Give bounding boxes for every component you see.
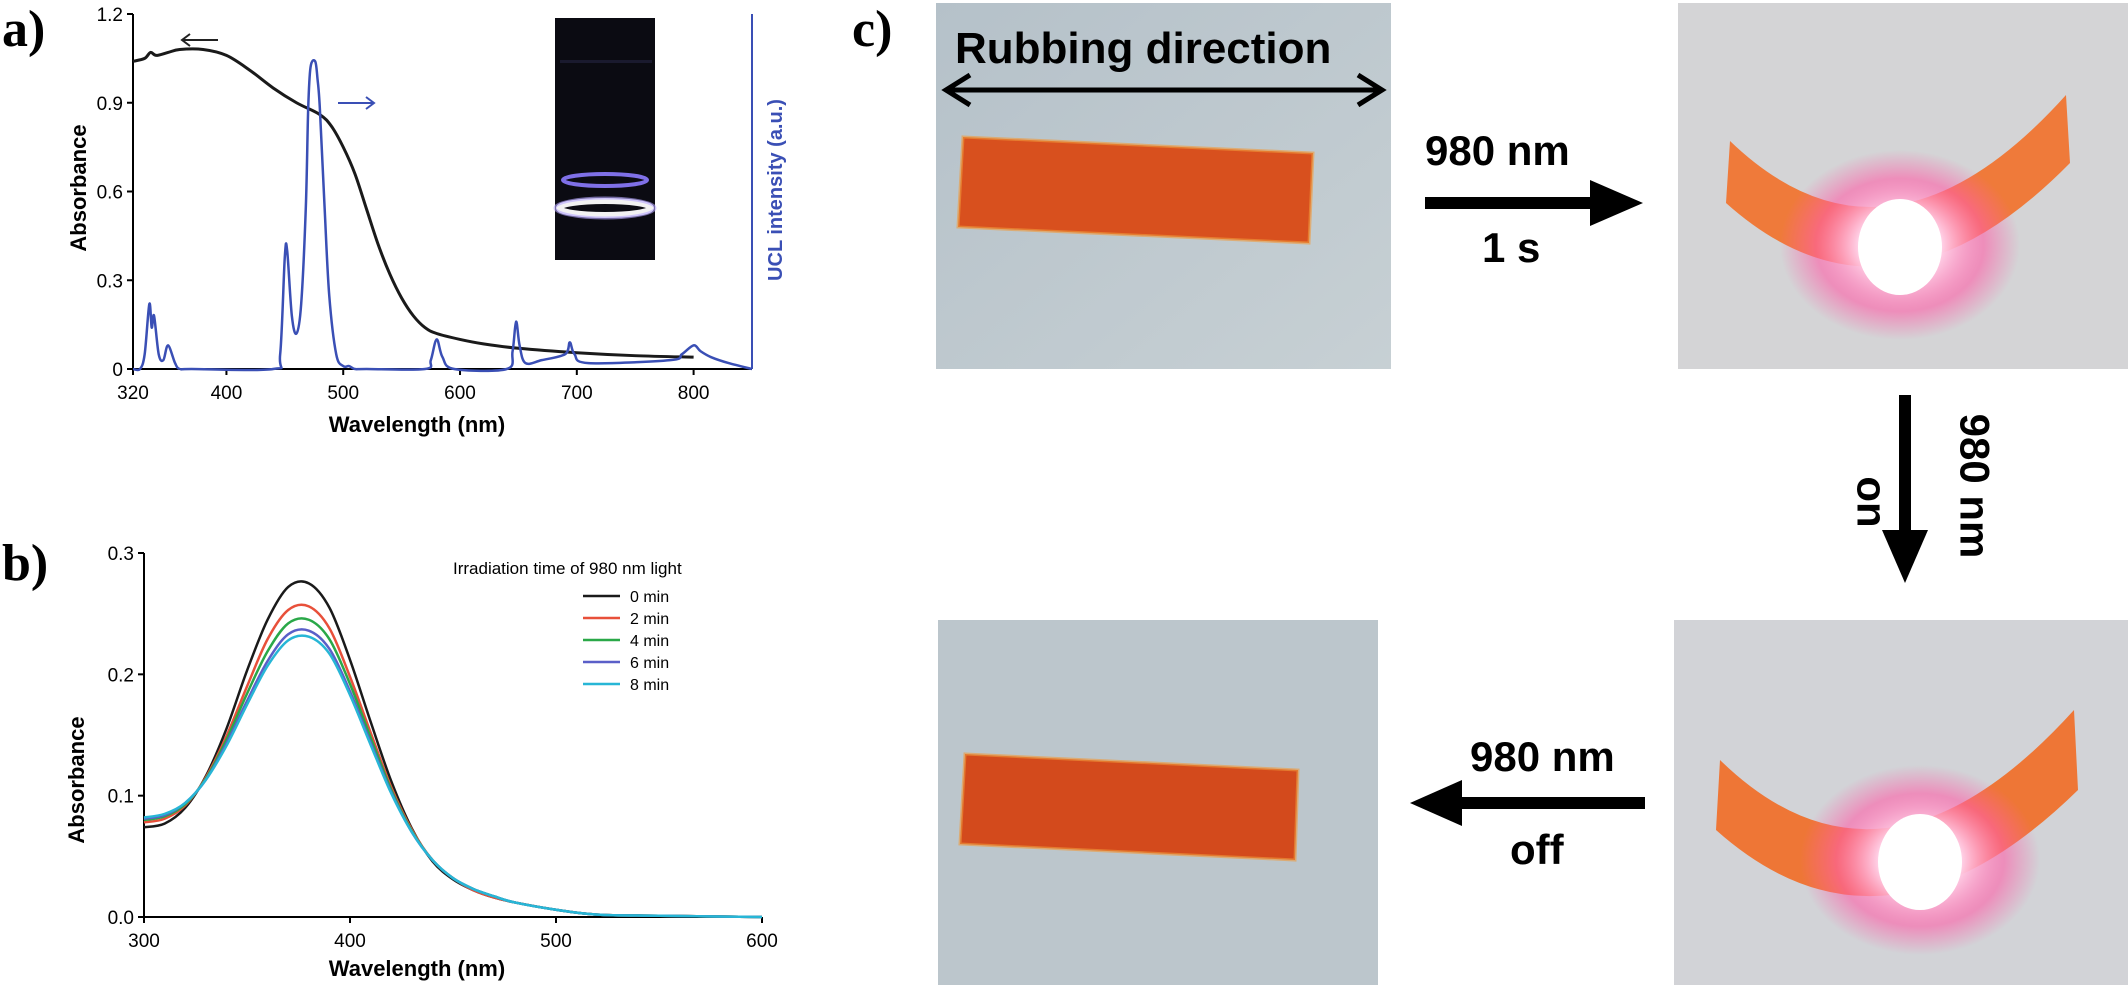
cuvette-inset bbox=[553, 18, 657, 260]
a-x-tick-label: 600 bbox=[444, 383, 476, 404]
arrow2-right-label: 980 nm bbox=[1951, 413, 1999, 559]
double-arrow bbox=[941, 72, 1387, 108]
left-arrow-indicator bbox=[180, 33, 218, 47]
a-y-tick-label: 0.6 bbox=[97, 183, 123, 204]
b-x-tick-label: 600 bbox=[746, 931, 778, 952]
chart-b: 300 400 500 600 0.0 0.1 0.2 0.3 Wavelength (nm)… bbox=[64, 544, 778, 981]
a-xlabel: Wavelength (nm) bbox=[329, 412, 505, 437]
panel-label-c: c) bbox=[852, 1, 893, 58]
a-y-tick-label: 1.2 bbox=[97, 5, 123, 26]
arrow1-bottom-label: 1 s bbox=[1482, 224, 1541, 271]
b-y-tick-label: 0.1 bbox=[108, 787, 134, 808]
legend-item-label: 8 min bbox=[630, 677, 669, 694]
film-photo-after bbox=[938, 620, 1378, 985]
panel-label-b: b) bbox=[2, 535, 49, 592]
a-y-tick-label: 0.9 bbox=[97, 94, 123, 115]
b-ylabel: Absorbance bbox=[64, 716, 89, 843]
spectrum-line bbox=[143, 580, 763, 919]
film-photo-bent-glowing-top bbox=[1678, 3, 2128, 369]
spectrum-line bbox=[143, 603, 763, 919]
legend-title: Irradiation time of 980 nm light bbox=[453, 559, 682, 578]
arrow1-top-label: 980 nm bbox=[1425, 127, 1570, 174]
film-photo-before bbox=[936, 3, 1391, 369]
film-photo-bent-glowing-bottom bbox=[1674, 620, 2128, 985]
a-ylabel: Absorbance bbox=[66, 124, 91, 251]
arrow2-left-label: on bbox=[1848, 476, 1896, 528]
legend: Irradiation time of 980 nm light 0 min 2 … bbox=[453, 559, 682, 694]
arrow3-bottom-label: off bbox=[1510, 826, 1564, 873]
b-xlabel: Wavelength (nm) bbox=[329, 956, 505, 981]
a-x-tick-label: 500 bbox=[327, 383, 359, 404]
a-y-tick-label: 0.3 bbox=[97, 271, 123, 292]
legend-item-label: 0 min bbox=[630, 589, 669, 606]
right-arrow-indicator bbox=[338, 96, 376, 110]
ucl-line bbox=[132, 59, 753, 373]
arrow-down-icon bbox=[1882, 395, 1928, 583]
legend-item-label: 2 min bbox=[630, 611, 669, 628]
spectrum-line bbox=[143, 617, 763, 919]
b-x-tick-label: 400 bbox=[334, 931, 366, 952]
spectrum-line bbox=[143, 628, 763, 919]
a-x-tick-label: 700 bbox=[561, 383, 593, 404]
b-x-tick-label: 500 bbox=[540, 931, 572, 952]
b-x-tick-label: 300 bbox=[128, 931, 160, 952]
arrow-left-icon bbox=[1410, 780, 1645, 826]
arrow-right-icon bbox=[1425, 180, 1643, 226]
chart-a: 320 400 500 600 700 800 0 0.3 0.6 0.9 1.2 Waveleng… bbox=[66, 5, 787, 437]
b-y-tick-label: 0.0 bbox=[108, 908, 134, 929]
legend-item-label: 4 min bbox=[630, 633, 669, 650]
b-y-tick-label: 0.3 bbox=[108, 544, 134, 565]
rubbing-direction-label: Rubbing direction bbox=[955, 24, 1332, 73]
a-x-tick-label: 400 bbox=[211, 383, 243, 404]
a-y-tick-label: 0 bbox=[112, 360, 123, 381]
absorbance-line bbox=[132, 47, 694, 359]
a-x-tick-label: 800 bbox=[678, 383, 710, 404]
a-x-tick-label: 320 bbox=[117, 383, 149, 404]
panel-label-a: a) bbox=[2, 1, 46, 58]
arrow3-top-label: 980 nm bbox=[1470, 733, 1615, 780]
legend-item-label: 6 min bbox=[630, 655, 669, 672]
a-y2label: UCL intensity (a.u.) bbox=[765, 99, 787, 281]
spectrum-line bbox=[143, 634, 763, 919]
b-y-tick-label: 0.2 bbox=[108, 665, 134, 686]
